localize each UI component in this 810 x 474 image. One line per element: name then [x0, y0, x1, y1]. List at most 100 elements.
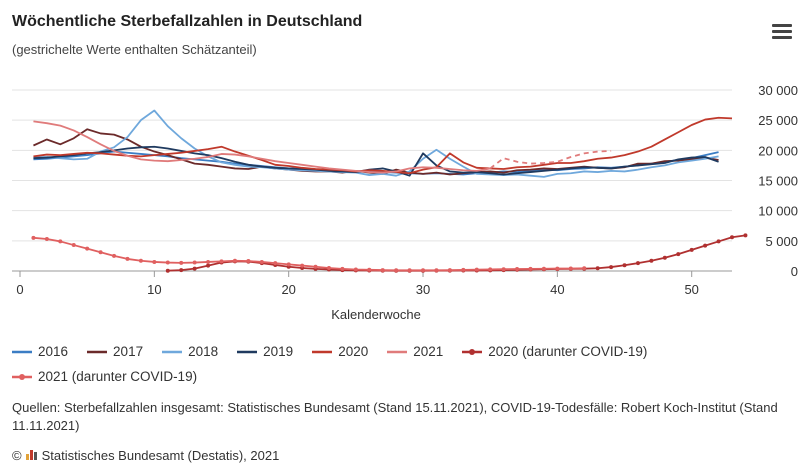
- series-line: [33, 116, 733, 175]
- y-tick-label: 0: [791, 264, 798, 279]
- series-2019: [33, 145, 719, 177]
- data-point: [232, 258, 237, 263]
- data-point: [192, 266, 197, 271]
- legend-swatch-icon: [12, 350, 32, 354]
- chart-legend: 2016 2017 2018 2019 2020 2021 2020 (darunter C…: [12, 340, 802, 390]
- legend-label: 2018: [188, 344, 219, 359]
- data-point: [474, 267, 479, 272]
- sources-note: Quellen: Sterbefallzahlen insgesamt: Sta…: [12, 400, 778, 433]
- series-line: [33, 145, 719, 177]
- y-tick-label: 20 000: [758, 143, 798, 158]
- data-point: [179, 260, 184, 265]
- y-tick-label: 25 000: [758, 113, 798, 128]
- legend-item[interactable]: 2021: [387, 340, 443, 364]
- data-point: [730, 235, 734, 240]
- legend-item[interactable]: 2019: [237, 340, 293, 364]
- copyright-symbol: ©: [12, 448, 22, 463]
- data-point: [85, 246, 90, 251]
- data-point: [541, 266, 546, 271]
- data-point: [165, 268, 170, 273]
- data-point: [125, 256, 130, 261]
- legend-label: 2020: [338, 344, 369, 359]
- x-tick-label: 40: [550, 282, 564, 297]
- data-point: [206, 259, 211, 264]
- data-point: [461, 267, 466, 272]
- data-point: [609, 265, 614, 270]
- data-point: [246, 259, 251, 264]
- data-point: [407, 268, 412, 273]
- data-point: [434, 268, 439, 273]
- data-point: [353, 267, 358, 272]
- legend-item[interactable]: 2016: [12, 340, 68, 364]
- legend-swatch-icon: [12, 374, 32, 380]
- series-2020: [33, 116, 733, 175]
- data-point: [219, 259, 224, 264]
- data-point: [447, 268, 452, 273]
- data-point: [138, 258, 143, 263]
- data-point: [71, 243, 76, 248]
- legend-swatch-icon: [312, 350, 333, 354]
- legend-swatch-icon: [87, 350, 108, 354]
- data-point: [313, 264, 318, 269]
- x-tick-label: 10: [147, 282, 161, 297]
- legend-label: 2016: [38, 344, 69, 359]
- y-tick-label: 30 000: [758, 83, 798, 98]
- data-point: [595, 266, 600, 271]
- data-point: [380, 268, 385, 273]
- series-2018: [33, 109, 719, 178]
- data-point: [58, 239, 63, 244]
- data-point: [716, 239, 721, 244]
- chart-subtitle: (gestrichelte Werte enthalten Schätzante…: [12, 42, 257, 57]
- legend-item[interactable]: 2018: [162, 340, 218, 364]
- series-2021-darunter-covid-19: [31, 235, 587, 273]
- data-point: [635, 261, 640, 266]
- legend-label: 2020 (darunter COVID-19): [488, 344, 648, 359]
- data-point: [326, 265, 331, 270]
- legend-swatch-icon: [462, 349, 483, 355]
- data-point: [273, 261, 278, 266]
- data-point: [300, 263, 305, 268]
- legend-swatch-icon: [237, 350, 258, 354]
- data-point: [44, 237, 49, 242]
- legend-item[interactable]: 2020: [312, 340, 368, 364]
- data-point: [286, 262, 291, 267]
- series-line: [33, 109, 719, 178]
- data-point: [488, 267, 493, 272]
- data-point: [555, 266, 560, 271]
- series-line: [33, 236, 585, 272]
- legend-label: 2021 (darunter COVID-19): [38, 369, 198, 384]
- y-tick-label: 5 000: [765, 234, 798, 249]
- data-point: [622, 263, 627, 268]
- data-point: [367, 267, 372, 272]
- data-point: [179, 268, 184, 273]
- data-point: [152, 259, 157, 264]
- y-tick-label: 15 000: [758, 174, 798, 189]
- data-point: [340, 266, 345, 271]
- legend-item[interactable]: 2017: [87, 340, 143, 364]
- legend-swatch-icon: [387, 350, 408, 354]
- data-point: [394, 268, 399, 273]
- legend-label: 2017: [113, 344, 144, 359]
- data-point: [206, 263, 211, 268]
- legend-swatch-icon: [162, 350, 183, 354]
- data-point: [421, 268, 426, 273]
- legend-item[interactable]: 2021 (darunter COVID-19): [12, 365, 197, 389]
- y-tick-label: 10 000: [758, 204, 798, 219]
- copyright-text: Statistisches Bundesamt (Destatis), 2021: [41, 448, 280, 463]
- data-point: [515, 267, 520, 272]
- x-tick-label: 30: [416, 282, 430, 297]
- x-tick-label: 50: [684, 282, 698, 297]
- data-point: [501, 267, 506, 272]
- chart-title: Wöchentliche Sterbefallzahlen in Deutsch…: [12, 13, 363, 30]
- hamburger-menu-icon[interactable]: [772, 24, 792, 42]
- x-tick-label: 0: [16, 282, 23, 297]
- legend-item[interactable]: 2020 (darunter COVID-19): [462, 340, 647, 364]
- data-point: [743, 233, 748, 238]
- data-point: [703, 243, 708, 248]
- data-point: [259, 259, 264, 264]
- data-point: [568, 266, 573, 271]
- data-point: [689, 247, 694, 252]
- line-chart: 0 5 000 10 000 15 000 20 000 25 000 30 000 0 10 2…: [12, 83, 798, 322]
- data-point: [192, 260, 197, 265]
- series-2020-darunter-covid-19: [165, 233, 748, 273]
